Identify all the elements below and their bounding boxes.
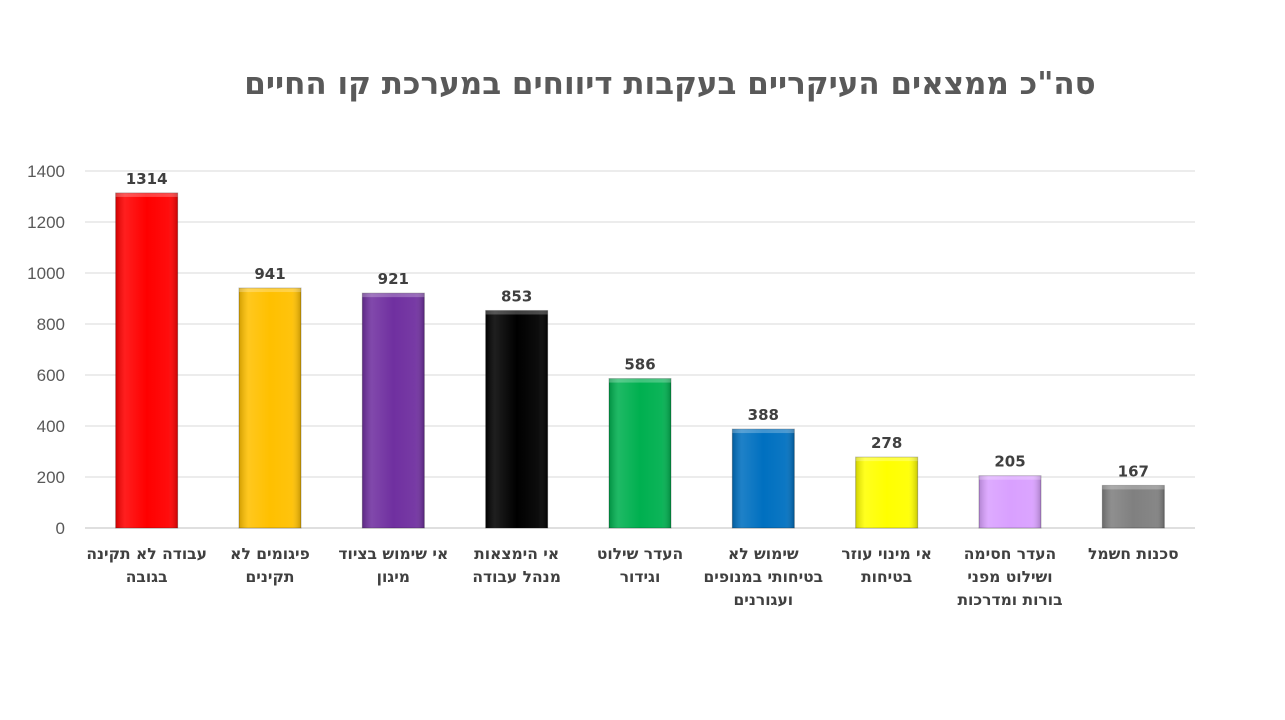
data-label: 921: [378, 270, 409, 288]
data-label: 586: [624, 356, 655, 374]
bar-shading: [732, 429, 795, 528]
data-label: 278: [871, 434, 902, 452]
y-tick-label: 600: [37, 366, 65, 385]
bar-top-highlight: [609, 378, 671, 383]
bar: [855, 456, 919, 529]
y-tick-label: 800: [37, 315, 65, 334]
data-label: 388: [748, 406, 779, 424]
bar-top-highlight: [362, 293, 425, 298]
y-axis: 0 200 400 600 800 1000 1200 1400: [27, 162, 65, 538]
bar-shading: [115, 192, 178, 528]
bar: [485, 309, 549, 529]
x-tick-label: אי הימצאות מנהל עבודה: [472, 545, 561, 586]
bar: [115, 192, 179, 529]
bar-shading: [609, 378, 671, 528]
y-tick-label: 400: [37, 417, 65, 436]
chart-title: סה"כ ממצאים העיקריים בעקבות דיווחים במער…: [244, 66, 1096, 102]
y-tick-label: 1200: [27, 213, 65, 232]
x-tick-label: פיגומים לא תקינים: [230, 545, 310, 586]
x-tick-label: אי שימוש בציוד מיגון: [338, 545, 449, 586]
x-tick-label: עבודה לא תקינה בגובה: [86, 545, 207, 586]
bar: [1101, 484, 1165, 529]
bar-top-highlight: [239, 288, 301, 293]
data-label: 1314: [126, 170, 168, 188]
data-label: 167: [1118, 462, 1149, 480]
data-label: 941: [254, 265, 285, 283]
bar-shading: [855, 457, 918, 528]
bar: [608, 378, 672, 529]
bar-shading: [362, 293, 425, 528]
bar: [238, 287, 302, 529]
y-tick-label: 1400: [27, 162, 65, 181]
bars: [115, 192, 1165, 529]
x-tick-label: אי מינוי עוזר בטיחות: [841, 545, 932, 586]
data-label: 205: [994, 453, 1025, 471]
bar-top-highlight: [1102, 485, 1165, 490]
bar-top-highlight: [979, 475, 1041, 480]
bar: [978, 475, 1042, 529]
bar-shading: [485, 310, 548, 528]
bar-top-highlight: [732, 429, 795, 434]
x-tick-label: העדר שילוט וגידור: [596, 545, 684, 586]
bar-shading: [979, 475, 1041, 528]
bar-top-highlight: [855, 457, 918, 462]
bar-top-highlight: [485, 310, 548, 315]
y-tick-label: 1000: [27, 264, 65, 283]
bar-shading: [1102, 485, 1165, 528]
bar: [361, 292, 425, 529]
x-tick-label: סכנות חשמל: [1088, 545, 1179, 563]
bar: [731, 428, 795, 529]
x-tick-label: שימוש לא בטיחותי במנופים ועגורנים: [703, 545, 824, 609]
y-tick-label: 200: [37, 468, 65, 487]
bar-top-highlight: [115, 192, 178, 197]
x-tick-label: העדר חסימה ושילוט מפני בורות ומדרכות: [957, 545, 1063, 609]
bar-shading: [239, 288, 301, 528]
data-labels: 1314 941 921 853 586 388 278 205 167: [126, 170, 1149, 480]
y-tick-label: 0: [56, 519, 65, 538]
data-label: 853: [501, 287, 532, 305]
